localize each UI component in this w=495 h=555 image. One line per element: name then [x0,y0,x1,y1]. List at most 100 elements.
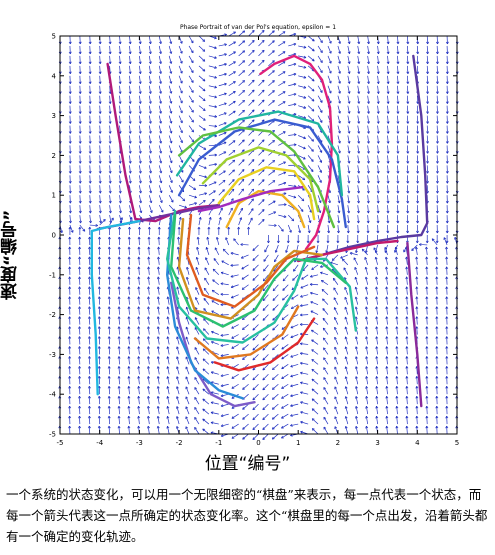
field-arrow [168,175,173,184]
field-arrow [218,189,225,196]
field-arrow [416,225,419,234]
field-arrow [385,405,389,415]
field-arrow [405,286,409,295]
field-arrow [205,247,210,256]
field-arrow [138,175,142,184]
field-arrow [344,386,349,395]
field-arrow [147,236,151,245]
field-arrow [347,105,351,114]
field-arrow [333,307,339,315]
field-arrow [288,214,295,222]
field-arrow [416,145,420,154]
field-arrow [188,202,197,206]
field-arrow [337,85,341,94]
x-tick-label: 1 [296,439,300,447]
field-arrow [78,326,82,335]
field-arrow [157,256,160,265]
field-arrow [306,235,310,244]
field-arrow [323,367,329,375]
field-arrow [137,296,141,305]
field-arrow [166,346,170,355]
field-arrow [242,403,249,410]
field-arrow [311,428,319,435]
field-arrow [376,175,380,184]
field-arrow [278,214,287,218]
field-arrow [395,256,398,265]
field-arrow [138,125,142,134]
field-arrow [376,145,380,154]
field-arrow [268,200,276,206]
field-arrow [416,175,420,184]
field-arrow [300,381,309,385]
field-arrow [395,425,399,435]
field-arrow [108,135,112,144]
field-arrow [354,286,359,295]
field-arrow [375,346,379,355]
field-arrow [357,195,360,204]
field-arrow [88,195,92,204]
field-arrow [445,296,449,305]
field-arrow [258,89,265,96]
field-arrow [88,65,92,75]
field-arrow [203,298,210,305]
field-arrow [385,386,389,395]
field-arrow [376,95,380,104]
field-arrow [252,334,259,341]
field-arrow [281,354,289,360]
field-arrow [156,376,160,385]
field-arrow [406,155,410,164]
field-arrow [395,336,399,345]
field-arrow [148,45,152,55]
field-arrow [176,356,180,365]
field-arrow [365,356,369,365]
field-arrow [406,105,410,114]
field-arrow [87,395,91,405]
field-arrow [406,205,410,214]
field-arrow [296,235,300,244]
trajectory-line [197,186,304,213]
field-arrow [147,415,150,425]
field-arrow [196,236,200,245]
field-arrow [148,185,153,194]
field-arrow [386,65,390,75]
field-arrow [178,135,183,144]
field-arrow [68,256,72,265]
y-tick-label: -1 [49,271,56,279]
field-arrow [311,388,319,395]
field-arrow [117,276,121,285]
field-arrow [405,356,409,365]
field-arrow [127,306,131,315]
field-arrow [108,185,112,194]
field-arrow [288,194,297,199]
field-arrow [290,413,299,417]
field-arrow [208,181,217,186]
field-arrow [425,235,429,244]
field-arrow [185,386,190,395]
field-arrow [128,155,132,164]
field-arrow [367,85,370,94]
field-arrow [262,284,269,292]
field-arrow [79,224,86,232]
field-arrow [218,122,227,126]
field-arrow [238,50,246,57]
field-arrow [168,125,173,134]
field-arrow [344,426,349,435]
field-arrow [386,35,390,45]
field-arrow [346,235,350,244]
field-arrow [317,95,323,103]
field-arrow [87,425,91,435]
field-arrow [137,386,141,395]
field-arrow [147,256,151,265]
field-arrow [139,195,143,204]
y-tick-label: 2 [52,152,56,160]
field-arrow [406,165,410,174]
field-arrow [425,356,429,365]
field-arrow [98,165,102,174]
field-arrow [156,286,160,295]
field-arrow [176,336,180,345]
field-arrow [347,205,351,214]
field-arrow [276,235,280,244]
field-arrow [395,395,399,405]
field-arrow [252,324,259,331]
field-arrow [156,276,160,285]
